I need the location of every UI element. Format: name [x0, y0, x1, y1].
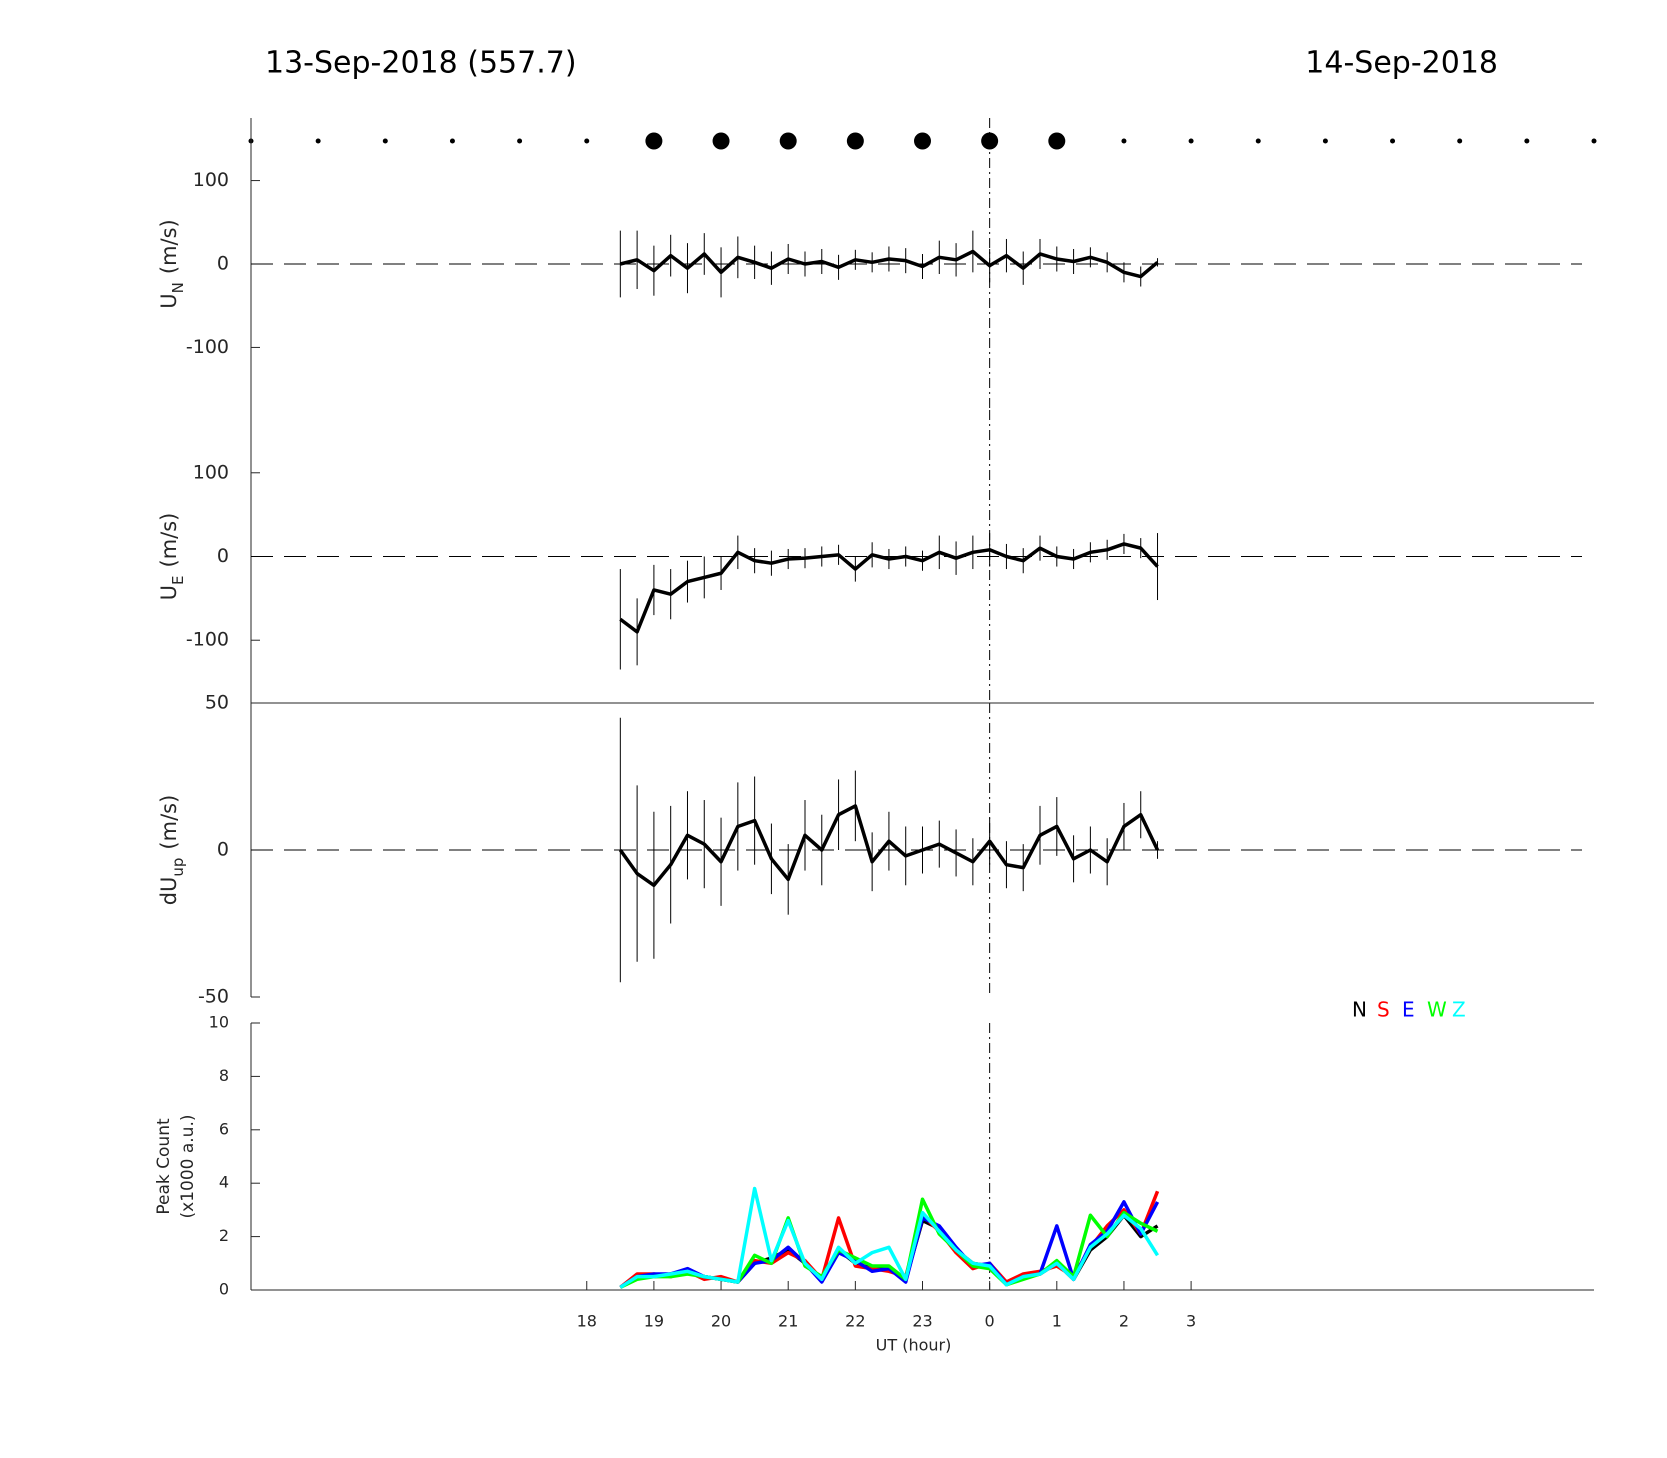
- right-title: 14-Sep-2018: [1305, 46, 1498, 81]
- legend-entry: E: [1402, 998, 1415, 1022]
- legend-entry: Z: [1452, 998, 1466, 1022]
- x-tick-label: 2: [1119, 1312, 1129, 1331]
- x-tick-label: 22: [845, 1312, 865, 1331]
- y-tick-label: 100: [193, 169, 229, 191]
- marker-dot: [1322, 138, 1328, 144]
- marker-dot: [1457, 138, 1463, 144]
- marker-dot: [517, 138, 523, 144]
- data-line: [619, 542, 1159, 634]
- y-tick-label: 6: [219, 1119, 229, 1138]
- x-axis-label: UT (hour): [876, 1336, 952, 1355]
- data-line: [618, 804, 1160, 888]
- marker-dot: [449, 138, 455, 144]
- y-axis-label: dUup (m/s): [157, 795, 187, 906]
- y-tick-label: -100: [186, 336, 229, 358]
- marker-dot: [914, 132, 931, 150]
- y-tick-label: 0: [217, 839, 229, 861]
- y-label-unit: (m/s): [157, 795, 181, 850]
- marker-dot: [1591, 138, 1597, 144]
- x-tick-label: 1: [1052, 1312, 1062, 1331]
- y-tick-label: -100: [186, 629, 229, 651]
- legend-entry: W: [1427, 998, 1447, 1022]
- marker-dot: [846, 132, 864, 150]
- data-line: [619, 249, 1159, 279]
- y-tick-label: -50: [198, 986, 229, 1008]
- x-tick-label: 21: [778, 1312, 798, 1331]
- y-tick-label: 100: [193, 461, 229, 483]
- marker-dot: [1188, 138, 1194, 144]
- marker-dot: [645, 132, 663, 150]
- marker-dot: [779, 132, 797, 150]
- x-tick-label: 23: [912, 1312, 932, 1331]
- y-label-sub: up: [169, 858, 187, 877]
- series-line: [619, 1186, 1160, 1289]
- y-label-sub: N: [169, 282, 187, 293]
- y-label-unit: (m/s): [157, 219, 181, 274]
- marker-dot: [1524, 138, 1530, 144]
- x-tick-label: 19: [644, 1312, 664, 1331]
- y-tick-label: 0: [217, 253, 229, 275]
- y-label-main: dU: [157, 877, 181, 906]
- y-tick-label: 2: [219, 1226, 229, 1245]
- legend-entry: N: [1352, 998, 1367, 1022]
- y-axis-label: UN (m/s): [157, 219, 187, 308]
- y-axis-label-2: (x1000 a.u.): [178, 1115, 198, 1219]
- x-tick-label: 20: [711, 1312, 731, 1331]
- y-tick-label: 0: [217, 545, 229, 567]
- y-tick-label: 10: [209, 1013, 229, 1032]
- marker-dot: [584, 138, 590, 144]
- marker-dot: [712, 132, 730, 150]
- y-tick-label: 0: [219, 1280, 229, 1299]
- x-tick-label: 18: [577, 1312, 597, 1331]
- left-title: 13-Sep-2018 (557.7): [265, 46, 577, 81]
- x-tick-label: 3: [1186, 1312, 1196, 1331]
- marker-dot: [315, 138, 321, 144]
- y-label-main: U: [157, 293, 181, 308]
- x-tick-label: 0: [985, 1312, 995, 1331]
- marker-dot: [1255, 138, 1261, 144]
- legend-entry: S: [1377, 998, 1390, 1022]
- y-tick-label: 4: [219, 1173, 229, 1192]
- marker-dot: [382, 138, 388, 144]
- y-axis-label: UE (m/s): [157, 513, 187, 601]
- marker-dot: [1048, 132, 1066, 150]
- y-label-main: U: [157, 585, 181, 600]
- y-axis-label: Peak Count: [154, 1118, 174, 1215]
- marker-dot: [1121, 138, 1127, 144]
- y-label-unit: (m/s): [157, 513, 181, 568]
- marker-dot: [1390, 138, 1396, 144]
- y-label-sub: E: [169, 576, 187, 585]
- y-tick-label: 50: [205, 692, 229, 714]
- y-tick-label: 8: [219, 1066, 229, 1085]
